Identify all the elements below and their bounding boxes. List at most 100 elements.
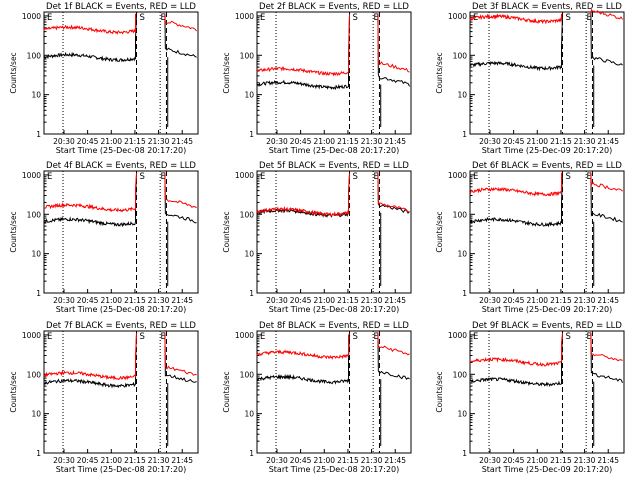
x-tick-label: 21:45 <box>597 456 619 465</box>
y-tick-label: 10 <box>31 91 41 100</box>
y-tick-label: 1000 <box>22 331 41 340</box>
y-tick-label: 1 <box>249 130 254 139</box>
event-marker-label: E <box>473 332 478 342</box>
series-line-lld-post <box>590 333 623 362</box>
x-tick-label: 20:30 <box>479 137 501 146</box>
y-axis-label: Counts/sec <box>9 211 18 252</box>
panel-title: Det 1f BLACK = Events, RED = LLD <box>46 2 196 12</box>
x-tick-label: 21:30 <box>361 137 383 146</box>
y-tick-label: 100 <box>453 210 468 219</box>
event-marker-label: S <box>566 332 571 342</box>
series-line-lld-post <box>377 173 410 213</box>
x-tick-label: 20:30 <box>266 456 288 465</box>
series-line-events <box>43 173 138 228</box>
plot-frame <box>256 330 412 454</box>
x-tick-label: 20:30 <box>479 296 501 305</box>
event-marker-label: E <box>586 172 591 182</box>
plot-frame <box>256 11 412 135</box>
event-marker-label: E <box>260 13 265 23</box>
series-line-events-post <box>590 173 623 223</box>
y-tick-label: 1000 <box>22 12 41 21</box>
x-tick-label: 21:00 <box>526 456 548 465</box>
plot-frame <box>43 170 199 294</box>
series-line-lld <box>469 13 563 25</box>
y-tick-label: 100 <box>240 51 255 60</box>
x-tick-label: 21:00 <box>100 456 122 465</box>
event-marker-label: E <box>160 172 165 182</box>
series-line-lld-post <box>377 333 410 356</box>
x-tick-label: 21:00 <box>100 137 122 146</box>
x-tick-label: 20:45 <box>290 137 312 146</box>
series-line-lld <box>469 172 563 197</box>
y-tick-label: 10 <box>244 250 254 259</box>
x-tick-label: 21:15 <box>337 296 359 305</box>
x-tick-label: 21:30 <box>361 296 383 305</box>
series-line-events-post <box>164 333 197 383</box>
y-tick-label: 100 <box>240 370 255 379</box>
panel-title: Det 6f BLACK = Events, RED = LLD <box>472 161 622 171</box>
series-line-events-post <box>164 173 197 224</box>
x-tick-label: 20:30 <box>53 137 75 146</box>
y-tick-label: 1000 <box>448 171 467 180</box>
plot-frame <box>43 330 199 454</box>
event-marker-label: E <box>373 13 378 23</box>
event-marker-label: S <box>566 13 571 23</box>
y-tick-label: 1000 <box>448 12 467 21</box>
x-axis-label: Start Time (25-Dec-08 20:17:20) <box>56 146 187 155</box>
y-axis-label: Counts/sec <box>435 52 444 93</box>
x-tick-label: 20:30 <box>266 137 288 146</box>
event-marker-label: S <box>353 332 358 342</box>
series-line-lld <box>43 333 138 381</box>
x-axis-label: Start Time (25-Dec-09 20:17:20) <box>482 305 613 314</box>
x-tick-label: 20:30 <box>53 296 75 305</box>
panel-title: Det 8f BLACK = Events, RED = LLD <box>259 321 409 331</box>
x-tick-label: 21:30 <box>148 137 170 146</box>
event-marker-label: E <box>47 332 52 342</box>
plot-frame <box>256 170 412 294</box>
y-axis-label: Counts/sec <box>222 371 231 412</box>
series-line-lld-post <box>377 14 410 73</box>
series-line-events <box>256 333 351 385</box>
series-line-lld <box>43 173 138 213</box>
event-marker-label: S <box>140 172 145 182</box>
y-tick-label: 10 <box>244 91 254 100</box>
event-marker-label: E <box>260 172 265 182</box>
y-tick-label: 1 <box>462 130 467 139</box>
x-tick-label: 21:15 <box>124 137 146 146</box>
event-marker-label: S <box>140 332 145 342</box>
panel-title: Det 7f BLACK = Events, RED = LLD <box>46 321 196 331</box>
y-tick-label: 10 <box>31 410 41 419</box>
y-tick-label: 1000 <box>235 331 254 340</box>
x-tick-label: 21:45 <box>171 137 193 146</box>
event-marker-label: E <box>160 332 165 342</box>
x-tick-label: 21:15 <box>124 456 146 465</box>
event-marker-label: S <box>353 172 358 182</box>
x-tick-label: 20:45 <box>77 137 99 146</box>
series-line-lld-post <box>164 14 197 32</box>
y-tick-label: 100 <box>453 370 468 379</box>
plot-frame <box>43 11 199 135</box>
y-tick-label: 10 <box>457 250 467 259</box>
series-line-events <box>43 333 138 389</box>
series-line-events-post <box>164 14 197 58</box>
event-marker-label: E <box>473 172 478 182</box>
x-tick-label: 21:30 <box>148 296 170 305</box>
series-line-events <box>256 14 351 90</box>
x-tick-label: 21:15 <box>337 456 359 465</box>
y-tick-label: 1000 <box>22 171 41 180</box>
x-tick-label: 21:30 <box>148 456 170 465</box>
series-line-lld-post <box>164 173 197 209</box>
panel-4: Det 4f BLACK = Events, RED = LLD 1 10 100 10… <box>9 161 199 314</box>
y-tick-label: 10 <box>31 250 41 259</box>
x-tick-label: 21:15 <box>124 296 146 305</box>
y-tick-label: 1 <box>462 449 467 458</box>
y-tick-label: 1 <box>36 289 41 298</box>
series-line-lld <box>256 333 350 360</box>
x-tick-label: 20:30 <box>479 456 501 465</box>
x-tick-label: 21:45 <box>171 456 193 465</box>
x-tick-label: 20:30 <box>53 456 75 465</box>
panel-6: Det 6f BLACK = Events, RED = LLD 1 10 100 10… <box>435 161 625 314</box>
y-tick-label: 1000 <box>448 331 467 340</box>
series-line-lld <box>256 14 351 77</box>
